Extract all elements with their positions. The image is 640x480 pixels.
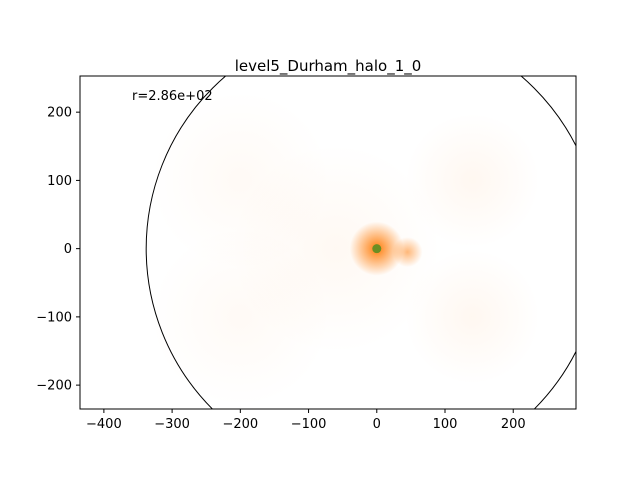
y-tick-label: −100 xyxy=(36,310,72,325)
particle-density-2 xyxy=(404,112,540,248)
x-tick-label: −100 xyxy=(291,417,327,432)
plot-area xyxy=(145,76,576,409)
axes-frame xyxy=(79,75,577,410)
y-tick-label: 200 xyxy=(47,106,72,121)
x-tick-label: −200 xyxy=(222,417,258,432)
x-tick-label: −300 xyxy=(154,417,190,432)
particle-density-6 xyxy=(230,143,441,354)
axis-ticks: −400 −300 −200 −100 0 100 200 −200 −100 0 100 200 xyxy=(36,106,525,432)
y-tick-label: −200 xyxy=(36,379,72,394)
x-tick-label: 100 xyxy=(433,417,458,432)
x-tick-label: 0 xyxy=(373,417,381,432)
radius-annotation: r=2.86e+02 xyxy=(132,89,213,104)
chart-title: level5_Durham_halo_1_0 xyxy=(235,57,422,76)
y-tick-label: 0 xyxy=(64,242,72,257)
radius-circle xyxy=(145,76,576,409)
x-tick-label: 200 xyxy=(501,417,526,432)
halo-center-point xyxy=(372,244,382,254)
particle-density-3 xyxy=(404,249,540,385)
y-tick-label: 100 xyxy=(47,174,72,189)
x-tick-label: −400 xyxy=(86,417,122,432)
